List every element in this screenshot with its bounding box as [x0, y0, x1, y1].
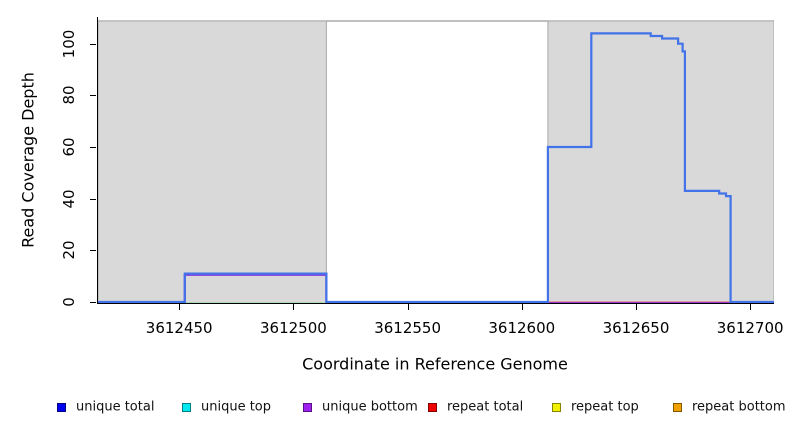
y-tick: [90, 95, 96, 97]
coverage-chart-canvas: [98, 20, 774, 303]
x-tick: [635, 304, 637, 310]
y-tick: [90, 43, 96, 45]
legend-swatch-icon: [303, 403, 312, 412]
y-tick: [90, 302, 96, 303]
y-tick-label: 60: [60, 137, 78, 157]
x-tick-label: 3612600: [488, 319, 556, 337]
legend-label: unique total: [76, 399, 155, 415]
chart-legend: unique total unique top unique bottom repea…: [0, 395, 792, 425]
x-tick-label: 3612650: [602, 319, 670, 337]
legend-label: repeat bottom: [692, 399, 786, 415]
legend-item-unique-total: unique total: [57, 395, 177, 419]
y-tick-label: 20: [60, 240, 78, 260]
x-tick: [179, 304, 181, 310]
legend-swatch-icon: [552, 403, 561, 412]
legend-item-repeat-top: repeat top: [552, 395, 672, 419]
series-unique-bottom: [98, 273, 774, 303]
left-gray-region: [98, 20, 327, 303]
y-tick: [90, 250, 96, 252]
x-axis-title: Coordinate in Reference Genome: [302, 354, 568, 374]
legend-swatch-icon: [673, 403, 682, 412]
x-tick-label: 3612500: [259, 319, 327, 337]
x-tick-label: 3612700: [716, 319, 784, 337]
x-tick-label: 3612550: [374, 319, 441, 337]
x-tick: [407, 304, 409, 310]
legend-item-repeat-total: repeat total: [428, 395, 548, 419]
legend-swatch-icon: [57, 403, 66, 412]
y-axis-title: Read Coverage Depth: [18, 72, 38, 248]
right-gray-region: [547, 20, 774, 303]
y-tick-label: 80: [60, 85, 78, 105]
legend-swatch-icon: [428, 403, 437, 412]
y-tick-label: 0: [60, 297, 78, 307]
y-tick: [90, 147, 96, 149]
series-unique-total: [98, 32, 774, 303]
legend-swatch-icon: [182, 403, 191, 412]
y-tick: [90, 198, 96, 200]
legend-label: repeat top: [571, 399, 639, 415]
plot-area: [97, 17, 774, 304]
legend-item-repeat-bottom: repeat bottom: [673, 395, 792, 419]
x-tick-label: 3612450: [145, 319, 213, 337]
legend-item-unique-top: unique top: [182, 395, 302, 419]
x-tick: [293, 304, 295, 310]
legend-label: unique bottom: [322, 399, 418, 415]
legend-label: repeat total: [447, 399, 524, 415]
x-tick: [750, 304, 752, 310]
legend-label: unique top: [201, 399, 272, 415]
y-tick-label: 100: [60, 29, 78, 59]
x-tick: [521, 304, 523, 310]
legend-item-unique-bottom: unique bottom: [303, 395, 423, 419]
y-tick-label: 40: [60, 189, 78, 209]
